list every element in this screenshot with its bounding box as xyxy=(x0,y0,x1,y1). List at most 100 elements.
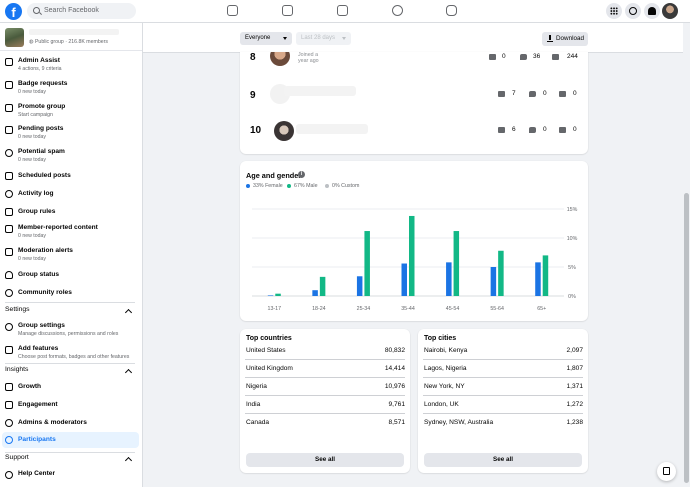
x-tick-label: 65+ xyxy=(537,306,546,312)
sidebar-item-community-roles[interactable]: Community roles xyxy=(0,287,140,301)
y-tick-label: 15% xyxy=(567,207,578,213)
notifications-button[interactable] xyxy=(644,3,660,19)
contributor-posts: 6 xyxy=(512,126,516,133)
sidebar-item-group-settings[interactable]: Group settings Manage discussions, permi… xyxy=(0,320,140,342)
city-row: London, UK 1,272 xyxy=(423,396,583,414)
country-name: Canada xyxy=(246,419,270,426)
download-button[interactable]: Download xyxy=(542,32,588,46)
search-icon xyxy=(33,7,40,14)
video-icon[interactable] xyxy=(282,5,293,16)
insights-section-title: Insights xyxy=(5,366,29,373)
top-countries-card: Top countries United States 80,832 United… xyxy=(240,329,410,473)
account-avatar[interactable] xyxy=(662,3,678,19)
city-value: 1,272 xyxy=(566,401,583,408)
date-range-value: Last 28 days xyxy=(301,35,336,41)
country-row: United States 80,832 xyxy=(245,342,405,360)
bar-female xyxy=(356,276,363,296)
download-label: Download xyxy=(556,35,585,42)
sidebar-item-member-reported-content[interactable]: Member-reported content 0 new today xyxy=(0,222,140,244)
sidebar-item-sub: 0 new today xyxy=(18,256,46,262)
city-row: New York, NY 1,371 xyxy=(423,378,583,396)
contributor-row[interactable]: 10 6 0 0 xyxy=(240,121,588,154)
sidebar-item-group-rules[interactable]: Group rules xyxy=(0,206,140,220)
home-icon[interactable] xyxy=(227,5,238,16)
y-tick-label: 0% xyxy=(568,294,576,300)
messenger-icon xyxy=(629,7,637,15)
audience-dropdown-value: Everyone xyxy=(245,35,271,41)
see-all-cities-button[interactable]: See all xyxy=(424,453,582,467)
sidebar-item-label: Badge requests xyxy=(18,80,68,87)
caret-down-icon xyxy=(342,37,346,40)
bar-female xyxy=(401,263,407,296)
contributor-avatar[interactable] xyxy=(270,52,290,66)
country-value: 80,832 xyxy=(384,347,405,354)
post-icon xyxy=(498,91,505,97)
contributor-row[interactable]: 9 7 0 0 xyxy=(240,84,588,124)
new-message-button[interactable] xyxy=(657,462,676,481)
sidebar-item-activity-log[interactable]: Activity log xyxy=(0,188,140,202)
sidebar-item-participants[interactable]: Participants xyxy=(2,432,139,448)
gaming-icon[interactable] xyxy=(446,5,457,16)
info-icon[interactable]: i xyxy=(298,171,305,178)
rules-icon xyxy=(5,208,13,216)
support-section-title: Support xyxy=(5,454,29,461)
sidebar-item-admin-assist[interactable]: Admin Assist 4 actions, 9 criteria xyxy=(0,55,140,77)
facebook-logo-icon[interactable]: f xyxy=(5,3,22,20)
marketplace-icon[interactable] xyxy=(337,5,348,16)
sidebar-item-badge-requests[interactable]: Badge requests 0 new today xyxy=(0,78,140,100)
x-tick-label: 25-34 xyxy=(357,306,371,312)
sidebar-item-add-features[interactable]: Add features Choose post formats, badges… xyxy=(0,343,140,365)
sidebar-item-pending-posts[interactable]: Pending posts 0 new today xyxy=(0,123,140,145)
contributor-avatar[interactable] xyxy=(274,121,294,141)
search-box[interactable]: Search Facebook xyxy=(27,3,136,19)
contributor-name-redacted xyxy=(296,124,368,134)
age-gender-bar-chart: 0% 5% 10% 15% 13-17 18-24 25-34 35-44 45-54 55-64… xyxy=(252,207,578,312)
admin-assist-icon xyxy=(5,58,13,66)
city-name: London, UK xyxy=(424,401,459,408)
group-meta-text: Public group · 216.8K members xyxy=(34,39,108,45)
sidebar-item-moderation-alerts[interactable]: Moderation alerts 0 new today xyxy=(0,245,140,267)
sidebar-item-label: Moderation alerts xyxy=(18,247,73,254)
sidebar-item-growth[interactable]: Growth xyxy=(0,381,140,395)
sidebar-item-group-status[interactable]: Group status xyxy=(0,269,140,283)
sidebar-item-scheduled-posts[interactable]: Scheduled posts xyxy=(0,170,140,184)
spam-icon xyxy=(5,149,13,157)
country-name: United States xyxy=(246,347,286,354)
sidebar-item-label: Admin Assist xyxy=(18,57,60,64)
sidebar-item-label: Member-reported content xyxy=(18,224,98,231)
page-scrollbar[interactable] xyxy=(683,23,690,487)
contributor-row[interactable]: 8 Joined a year ago 0 36 244 xyxy=(240,52,588,84)
sidebar-item-help-center[interactable]: Help Center xyxy=(0,469,140,483)
sidebar-item-admins-moderators[interactable]: Admins & moderators xyxy=(0,417,140,431)
scrollbar-thumb[interactable] xyxy=(684,193,689,483)
sidebar-item-potential-spam[interactable]: Potential spam 0 new today xyxy=(0,146,140,168)
groups-icon[interactable] xyxy=(392,5,403,16)
sidebar-item-promote-group[interactable]: Promote group Start campaign xyxy=(0,101,140,123)
sidebar-item-label: Group rules xyxy=(18,208,56,215)
country-value: 14,414 xyxy=(384,365,405,372)
add-features-icon xyxy=(5,346,13,354)
growth-icon xyxy=(5,383,13,391)
sidebar-item-engagement[interactable]: Engagement xyxy=(0,399,140,413)
contributor-rank: 10 xyxy=(250,125,262,136)
audience-dropdown[interactable]: Everyone xyxy=(240,32,292,45)
chevron-up-icon[interactable] xyxy=(124,456,133,465)
participants-icon xyxy=(5,436,13,444)
contributor-reactions: 244 xyxy=(567,53,578,60)
legend-female-label: 33% Female xyxy=(253,183,283,189)
menu-button[interactable] xyxy=(606,3,622,19)
group-header[interactable]: ◍ Public group · 216.8K members xyxy=(0,23,142,51)
search-input[interactable]: Search Facebook xyxy=(44,7,99,14)
city-row: Nairobi, Kenya 2,097 xyxy=(423,342,583,360)
bell-icon xyxy=(648,7,656,15)
like-icon xyxy=(552,54,559,60)
see-all-countries-button[interactable]: See all xyxy=(246,453,404,467)
like-icon xyxy=(559,91,566,97)
bar-male xyxy=(319,276,326,296)
top-cities-card: Top cities Nairobi, Kenya 2,097 Lagos, Ni… xyxy=(418,329,588,473)
post-icon xyxy=(498,127,505,133)
chevron-up-icon[interactable] xyxy=(124,308,133,317)
chevron-up-icon[interactable] xyxy=(124,368,133,377)
city-row: Lagos, Nigeria 1,807 xyxy=(423,360,583,378)
messenger-button[interactable] xyxy=(625,3,641,19)
